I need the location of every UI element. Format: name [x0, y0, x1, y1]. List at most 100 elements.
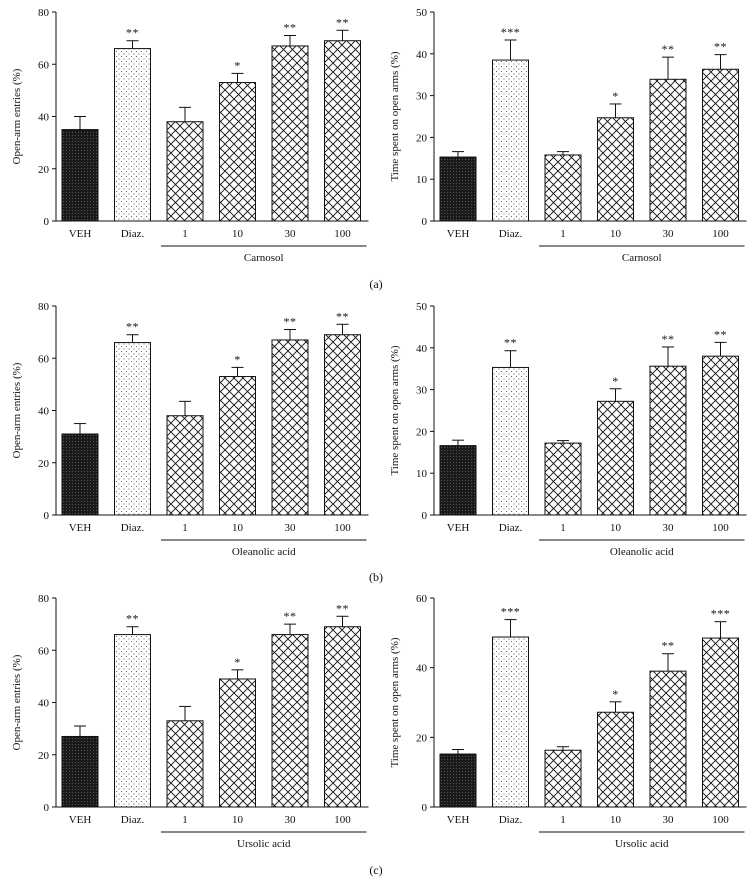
x-tick-label: 100 — [334, 228, 351, 240]
bar — [439, 445, 477, 516]
x-tick-label: VEH — [447, 228, 470, 240]
group-label: Carnosol — [622, 252, 662, 264]
x-tick-label: 30 — [285, 814, 297, 826]
y-tick-label: 80 — [38, 593, 50, 605]
significance-label: ** — [284, 21, 297, 35]
chart-c-open-arm-entries: 0 20 40 60 80 Open-arm entries (%) VEH ** Diaz. 1… — [11, 593, 369, 850]
x-tick-label: 100 — [334, 814, 351, 826]
significance-label: ** — [714, 40, 727, 54]
y-axis-label: Time spent on open arms (%) — [389, 51, 401, 181]
x-tick-label: VEH — [447, 814, 470, 826]
bar — [649, 78, 687, 222]
bar — [271, 634, 309, 808]
x-tick-label: Diaz. — [121, 228, 145, 240]
x-tick-label: 30 — [285, 228, 297, 240]
y-axis-label: Time spent on open arms (%) — [389, 637, 401, 767]
x-tick-label: 30 — [663, 228, 675, 240]
x-tick-label: VEH — [447, 522, 470, 534]
bar — [166, 415, 204, 516]
bar — [597, 117, 634, 222]
x-tick-label: 10 — [232, 522, 244, 534]
y-tick-label: 40 — [38, 112, 50, 124]
y-tick-label: 20 — [416, 132, 428, 144]
panel-label-a: (a) — [369, 277, 382, 291]
bar — [166, 121, 204, 222]
bar — [702, 68, 739, 222]
chart-b-time-open-arms: 0 10 20 30 40 50 Time spent on open arms (%) VE… — [389, 301, 747, 558]
y-tick-label: 0 — [44, 216, 50, 228]
significance-label: ** — [504, 336, 517, 350]
significance-label: * — [612, 687, 619, 701]
group-label: Ursolic acid — [237, 838, 291, 850]
y-tick-label: 30 — [416, 91, 428, 103]
x-tick-label: VEH — [69, 522, 92, 534]
bar — [544, 442, 582, 516]
significance-label: * — [612, 89, 619, 103]
y-tick-label: 60 — [416, 593, 428, 605]
significance-label: ** — [714, 327, 727, 341]
y-tick-label: 20 — [38, 164, 50, 176]
bar — [649, 670, 687, 808]
x-tick-label: 30 — [663, 814, 675, 826]
significance-label: * — [234, 58, 241, 72]
bar — [492, 366, 529, 516]
x-tick-label: 10 — [610, 522, 622, 534]
group-label: Oleanolic acid — [610, 546, 674, 558]
bar — [114, 48, 151, 222]
bar — [324, 626, 361, 808]
bar — [492, 636, 529, 808]
x-tick-label: 30 — [285, 522, 297, 534]
y-tick-label: 50 — [416, 301, 428, 313]
x-tick-label: 100 — [334, 522, 351, 534]
y-tick-label: 40 — [416, 49, 428, 61]
x-tick-label: VEH — [69, 814, 92, 826]
group-label: Oleanolic acid — [232, 546, 296, 558]
significance-label: ** — [284, 315, 297, 329]
y-tick-label: 60 — [38, 59, 50, 71]
x-tick-label: 10 — [232, 814, 244, 826]
y-tick-label: 40 — [416, 343, 428, 355]
x-tick-label: VEH — [69, 228, 92, 240]
x-tick-label: 100 — [712, 522, 729, 534]
y-tick-label: 80 — [38, 7, 50, 19]
significance-label: ** — [126, 612, 139, 626]
y-tick-label: 10 — [416, 468, 428, 480]
bar — [61, 433, 99, 516]
x-tick-label: 100 — [712, 814, 729, 826]
x-tick-label: 1 — [182, 814, 188, 826]
bar — [271, 339, 309, 516]
bar — [219, 376, 256, 516]
y-tick-label: 0 — [422, 802, 428, 814]
x-tick-label: 1 — [560, 814, 566, 826]
chart-a-time-open-arms: 0 10 20 30 40 50 Time spent on open arms (%) VE… — [389, 7, 747, 264]
y-tick-label: 80 — [38, 301, 50, 313]
bar — [324, 334, 361, 516]
y-tick-label: 20 — [416, 426, 428, 438]
bar — [492, 59, 529, 222]
significance-label: * — [612, 374, 619, 388]
bar — [702, 355, 739, 516]
x-tick-label: 100 — [712, 228, 729, 240]
panel-label-c: (c) — [369, 863, 382, 877]
bar — [439, 156, 477, 222]
x-tick-label: Diaz. — [499, 228, 523, 240]
x-tick-label: Diaz. — [121, 522, 145, 534]
y-tick-label: 0 — [44, 802, 50, 814]
significance-label: ** — [662, 332, 675, 346]
panel-label-b: (b) — [369, 570, 383, 584]
x-tick-label: 10 — [610, 814, 622, 826]
significance-label: ** — [336, 309, 349, 323]
chart-a-open-arm-entries: 0 20 40 60 80 Open-arm entries (%) VEH ** Diaz. 1… — [11, 7, 369, 264]
bar — [544, 749, 582, 808]
y-tick-label: 0 — [422, 510, 428, 522]
bar — [61, 735, 99, 808]
bar — [61, 129, 99, 222]
x-tick-label: Diaz. — [499, 522, 523, 534]
bar — [324, 40, 361, 222]
x-tick-label: 1 — [560, 522, 566, 534]
y-tick-label: 30 — [416, 385, 428, 397]
significance-label: ** — [662, 639, 675, 653]
y-tick-label: 20 — [38, 458, 50, 470]
y-axis-label: Open-arm entries (%) — [11, 654, 23, 750]
